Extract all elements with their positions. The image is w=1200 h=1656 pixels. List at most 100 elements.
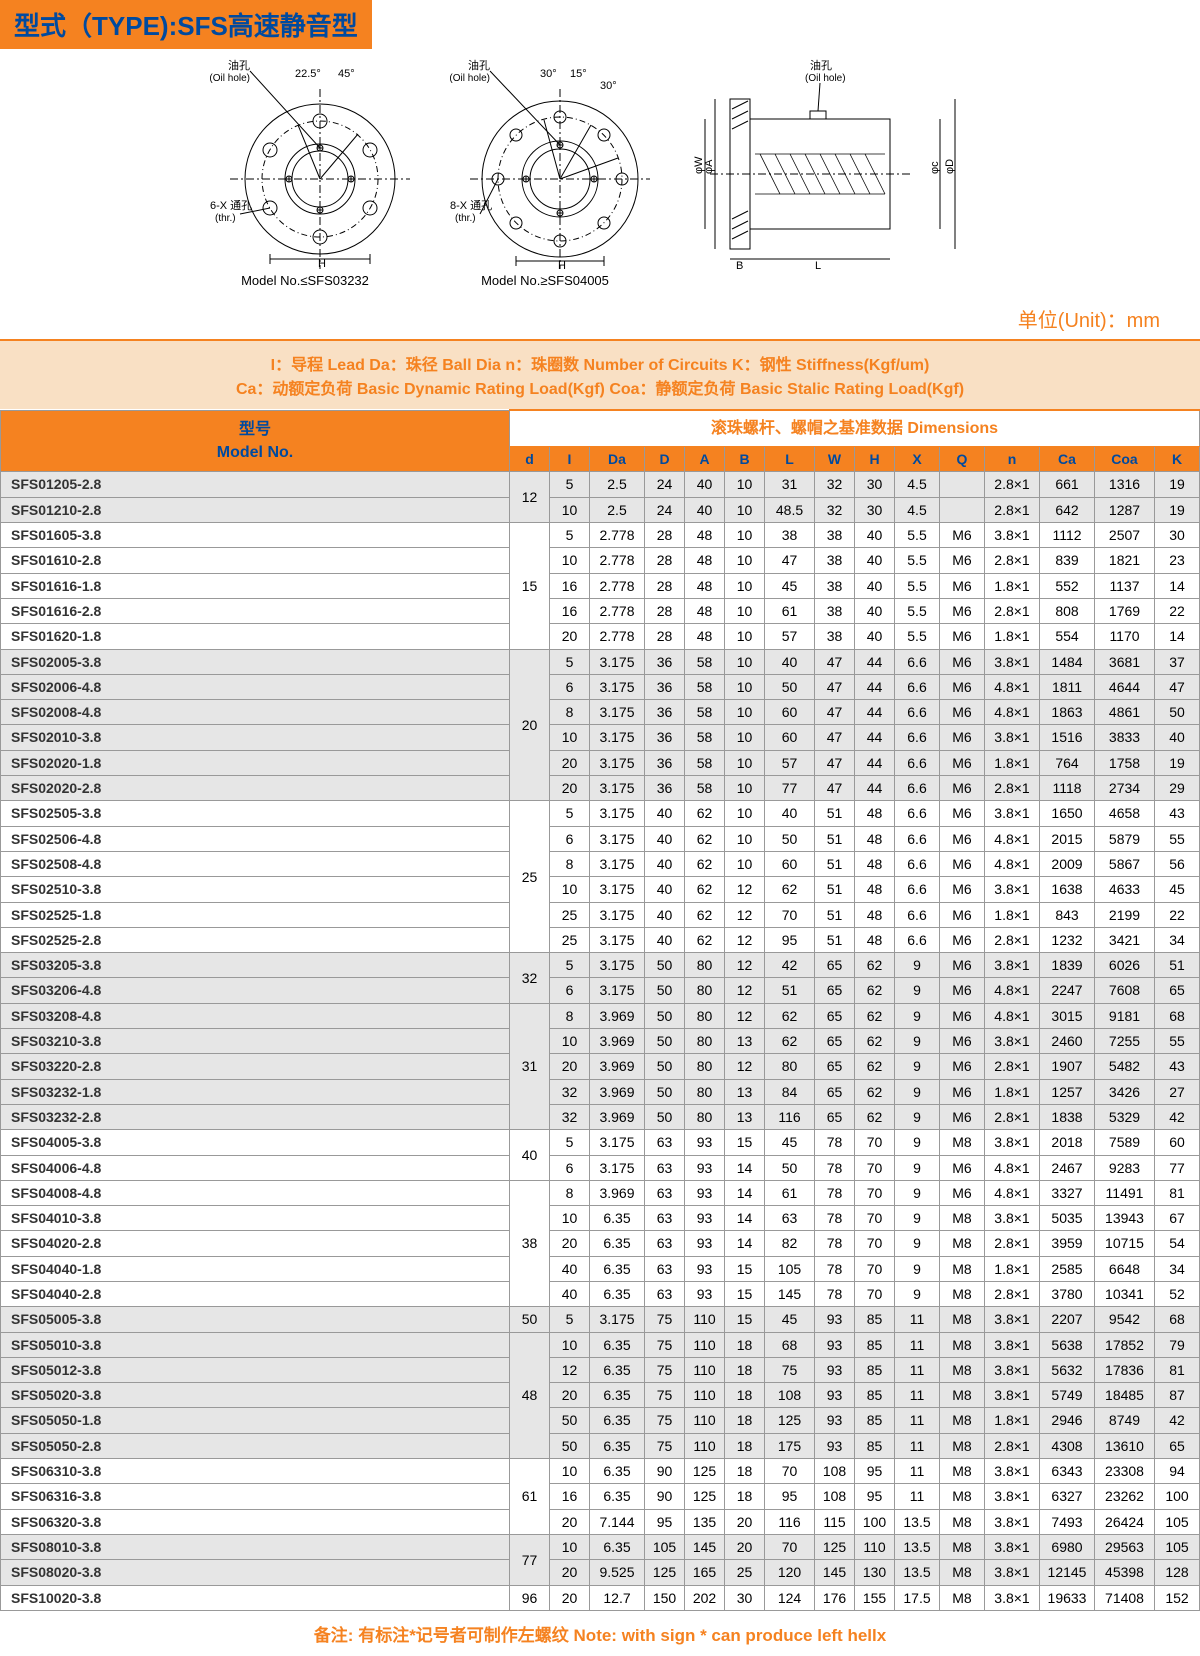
- data-cell: 28: [645, 624, 685, 649]
- data-cell: 9: [895, 1281, 940, 1306]
- data-cell: 152: [1155, 1585, 1200, 1610]
- data-cell: 95: [765, 1484, 815, 1509]
- data-cell: 11: [895, 1408, 940, 1433]
- data-cell: 20: [550, 1560, 590, 1585]
- model-cell: SFS03232-1.8: [1, 1079, 510, 1104]
- model-cell: SFS02006-4.8: [1, 674, 510, 699]
- data-cell: 45398: [1095, 1560, 1155, 1585]
- header-bar: 型式（TYPE):SFS高速静音型: [0, 0, 372, 49]
- data-cell: 3.175: [590, 927, 645, 952]
- data-cell: 100: [1155, 1484, 1200, 1509]
- data-cell: 20: [550, 1509, 590, 1534]
- data-cell: M8: [940, 1130, 985, 1155]
- data-cell: 16: [550, 1484, 590, 1509]
- data-cell: 5.5: [895, 523, 940, 548]
- data-cell: 36: [645, 750, 685, 775]
- data-cell: 40: [855, 573, 895, 598]
- col-D: D: [645, 447, 685, 472]
- data-cell: 55: [1155, 826, 1200, 851]
- data-cell: 9: [895, 1231, 940, 1256]
- data-cell: 6.6: [895, 750, 940, 775]
- data-cell: 10: [725, 700, 765, 725]
- data-cell: 47: [815, 700, 855, 725]
- data-cell: 90: [645, 1484, 685, 1509]
- data-cell: 82: [765, 1231, 815, 1256]
- data-cell: 51: [815, 851, 855, 876]
- data-cell: 3.8×1: [985, 1509, 1040, 1534]
- data-cell: M8: [940, 1307, 985, 1332]
- diagram-8hole: 30° 15° 30° 油孔 (Oil hole) 8-X 通孔 (thr.) …: [440, 59, 650, 288]
- data-cell: 8749: [1095, 1408, 1155, 1433]
- svg-text:8-X 通孔: 8-X 通孔: [450, 199, 492, 212]
- data-cell: M6: [940, 624, 985, 649]
- data-cell: 9: [895, 1029, 940, 1054]
- data-cell: 110: [685, 1332, 725, 1357]
- data-cell: 62: [855, 1029, 895, 1054]
- data-cell: 14: [725, 1206, 765, 1231]
- data-cell: 47: [815, 674, 855, 699]
- data-cell: 11: [895, 1383, 940, 1408]
- data-cell: 93: [685, 1155, 725, 1180]
- data-cell: 105: [1155, 1534, 1200, 1559]
- data-cell: 3.8×1: [985, 1383, 1040, 1408]
- data-cell: 3.969: [590, 1079, 645, 1104]
- data-cell: M6: [940, 523, 985, 548]
- data-cell: 1112: [1040, 523, 1095, 548]
- data-cell: 2.8×1: [985, 548, 1040, 573]
- data-cell: 10: [725, 472, 765, 497]
- data-cell: 108: [815, 1459, 855, 1484]
- data-cell: 17852: [1095, 1332, 1155, 1357]
- data-cell: 20: [550, 1585, 590, 1610]
- data-cell: 100: [855, 1509, 895, 1534]
- data-cell: 63: [645, 1180, 685, 1205]
- data-cell: 10715: [1095, 1231, 1155, 1256]
- data-cell: 62: [685, 801, 725, 826]
- data-cell: 65: [815, 953, 855, 978]
- data-cell: 4.5: [895, 472, 940, 497]
- data-cell: 6.6: [895, 649, 940, 674]
- data-cell: 80: [685, 1079, 725, 1104]
- col-W: W: [815, 447, 855, 472]
- data-cell: 1758: [1095, 750, 1155, 775]
- svg-text:油孔: 油孔: [468, 59, 490, 72]
- data-cell: 68: [1155, 1003, 1200, 1028]
- table-row: SFS02525-2.8253.1754062129551486.6M62.8×…: [1, 927, 1200, 952]
- diagram-row: 22.5° 45° 油孔 (Oil hole) 6-X 通孔 (thr.) H …: [0, 49, 1200, 298]
- data-cell: 40: [855, 624, 895, 649]
- model-cell: SFS05012-3.8: [1, 1357, 510, 1382]
- data-cell: 6.6: [895, 674, 940, 699]
- table-row: SFS03206-4.863.1755080125165629M64.8×122…: [1, 978, 1200, 1003]
- data-cell: 6.35: [590, 1357, 645, 1382]
- data-cell: 3.8×1: [985, 1459, 1040, 1484]
- data-cell: 80: [685, 1029, 725, 1054]
- data-cell: 5: [550, 472, 590, 497]
- data-cell: 40: [765, 649, 815, 674]
- data-cell: 3.8×1: [985, 1029, 1040, 1054]
- data-cell: 11: [895, 1433, 940, 1458]
- data-cell: 57: [765, 750, 815, 775]
- table-row: SFS06310-3.861106.359012518701089511M83.…: [1, 1459, 1200, 1484]
- data-cell: 40: [645, 801, 685, 826]
- data-cell: 14: [725, 1231, 765, 1256]
- data-cell: 1170: [1095, 624, 1155, 649]
- data-cell: M8: [940, 1459, 985, 1484]
- data-cell: 145: [815, 1560, 855, 1585]
- data-cell: 40: [1155, 725, 1200, 750]
- data-cell: 14: [1155, 573, 1200, 598]
- data-cell: 50: [1155, 700, 1200, 725]
- data-cell: 45: [1155, 877, 1200, 902]
- data-cell: 93: [815, 1383, 855, 1408]
- data-cell: 62: [765, 1029, 815, 1054]
- data-cell: 47: [765, 548, 815, 573]
- data-cell: 4.8×1: [985, 1180, 1040, 1205]
- data-cell: 45: [765, 573, 815, 598]
- data-cell: 70: [765, 902, 815, 927]
- model-cell: SFS05010-3.8: [1, 1332, 510, 1357]
- col-A: A: [685, 447, 725, 472]
- d-cell: 61: [510, 1459, 550, 1535]
- data-cell: 22: [1155, 902, 1200, 927]
- data-cell: 3.175: [590, 750, 645, 775]
- data-cell: 44: [855, 776, 895, 801]
- data-cell: 13.5: [895, 1534, 940, 1559]
- data-cell: 50: [645, 1003, 685, 1028]
